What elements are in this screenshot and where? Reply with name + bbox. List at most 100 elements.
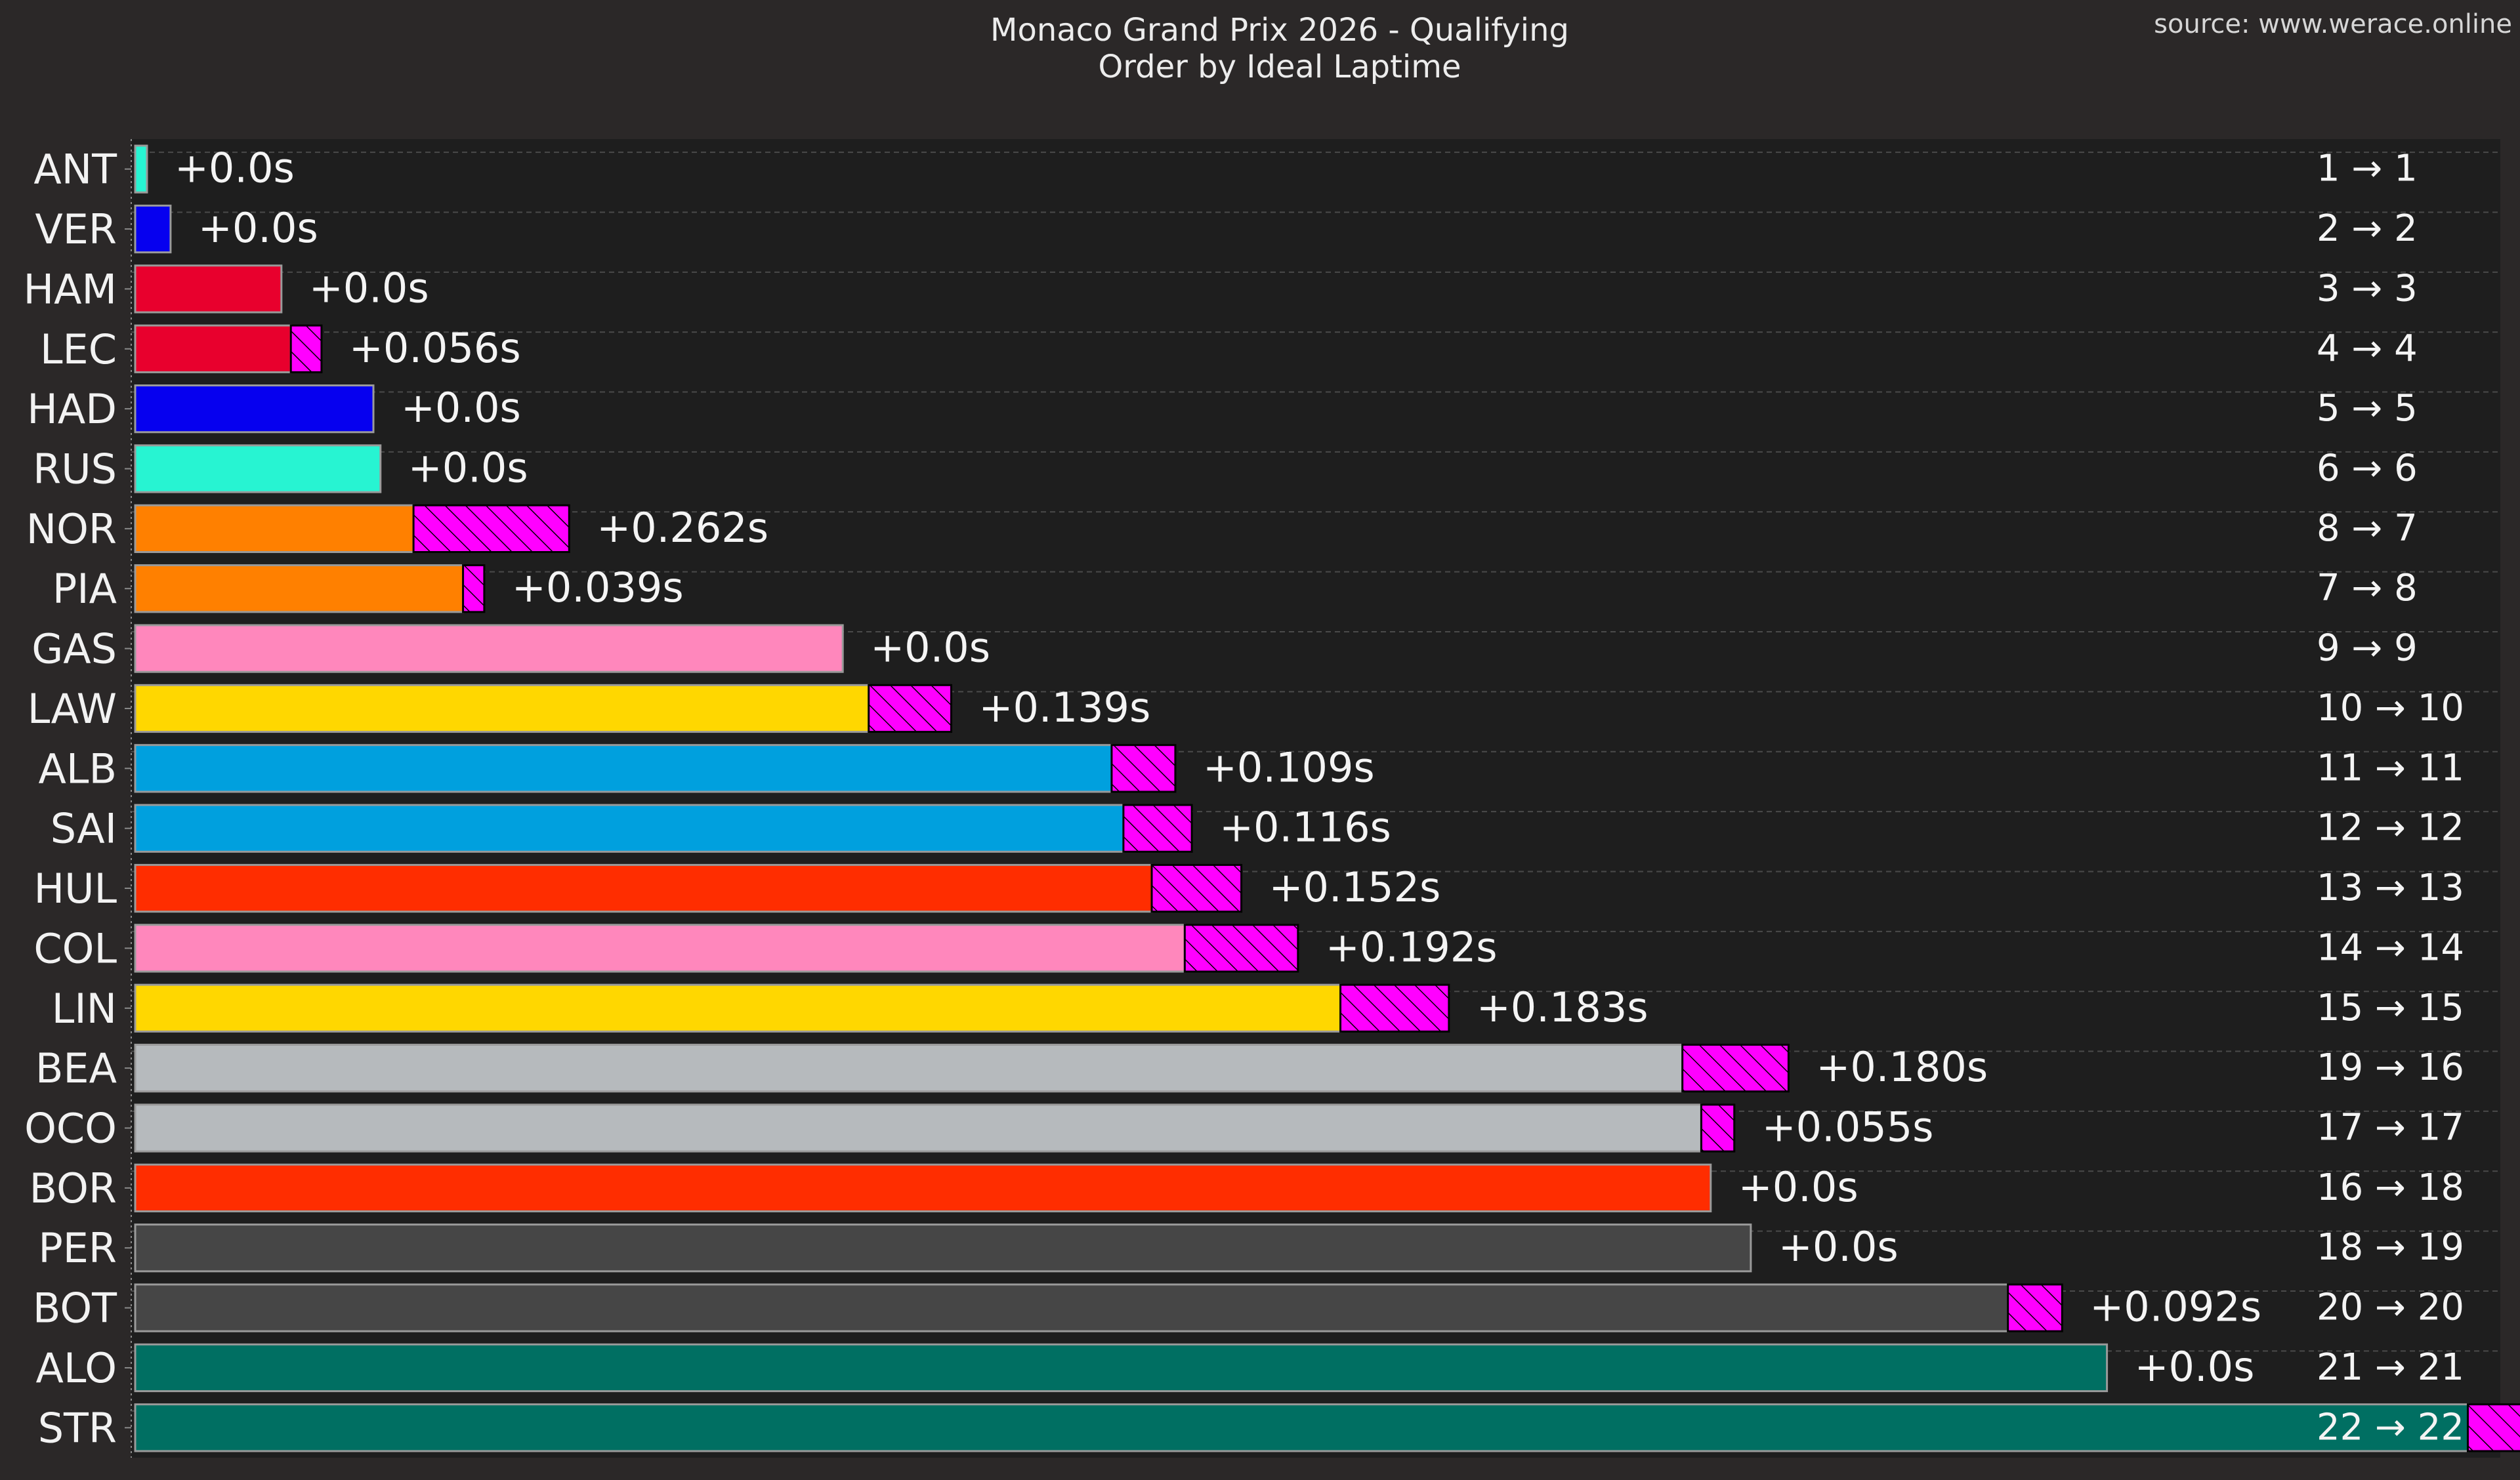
y-tick-label: HUL (33, 865, 117, 913)
bar-gap-segment (1681, 1044, 1790, 1093)
bar-gap-segment (1150, 863, 1243, 913)
delta-label: +0.180s (1816, 1043, 1988, 1091)
bar-ideal-time (134, 384, 375, 434)
bar-ideal-time (134, 264, 283, 314)
position-change-label: 2 → 2 (2317, 207, 2418, 250)
position-change-label: 9 → 9 (2317, 627, 2418, 670)
bar-ideal-time (134, 1223, 1752, 1273)
y-tick-label: PER (38, 1224, 117, 1272)
y-tick-label: GAS (32, 625, 117, 673)
position-change-label: 10 → 10 (2317, 687, 2464, 730)
y-tick-label: BOR (30, 1164, 117, 1212)
bar-ideal-time (134, 1163, 1712, 1212)
position-change-label: 11 → 11 (2317, 747, 2464, 789)
delta-label: +0.039s (512, 564, 684, 611)
bar-ideal-time (134, 924, 1186, 973)
delta-label: +0.109s (1203, 743, 1375, 791)
y-tick-label: COL (33, 924, 117, 972)
delta-label: +0.152s (1269, 863, 1441, 911)
y-tick-label: VER (35, 205, 117, 253)
bar-labels: ANT +0.0s 1 → 1 VER +0.0s 2 → 2 HAM +0.0s 3 → 3 L… (23, 144, 2464, 1452)
bar-ideal-time (134, 624, 844, 673)
y-tick-label: LIN (52, 985, 117, 1033)
position-change-label: 22 → 22 (2317, 1406, 2464, 1449)
bar-ideal-time (134, 144, 148, 194)
position-change-label: 1 → 1 (2317, 148, 2418, 190)
delta-label: +0.092s (2090, 1283, 2261, 1331)
position-change-label: 20 → 20 (2317, 1286, 2464, 1329)
delta-label: +0.262s (597, 504, 768, 552)
source-credit: source: www.werace.online (2154, 9, 2512, 39)
y-tick-label: ALB (39, 745, 117, 792)
y-tick-label: BEA (35, 1044, 117, 1092)
grid-lines (125, 152, 2500, 1429)
y-tick-label: HAM (23, 265, 117, 313)
delta-label: +0.139s (979, 684, 1151, 731)
delta-label: +0.0s (198, 204, 318, 252)
bar-ideal-time (134, 983, 1342, 1033)
bar-ideal-time (134, 1403, 2469, 1452)
y-tick-label: SAI (51, 805, 117, 853)
position-change-label: 15 → 15 (2317, 987, 2464, 1029)
bar-gap-segment (2466, 1403, 2520, 1452)
bar-ideal-time (134, 744, 1113, 793)
bar-ideal-time (134, 1343, 2109, 1393)
bar-ideal-time (134, 564, 465, 613)
position-change-label: 6 → 6 (2317, 447, 2418, 490)
bar-gap-segment (1110, 744, 1177, 793)
bar-gap-segment (1339, 983, 1450, 1033)
position-change-label: 14 → 14 (2317, 926, 2464, 969)
y-tick-label: RUS (33, 445, 117, 493)
delta-label: +0.116s (1219, 804, 1391, 852)
y-tick-label: NOR (26, 505, 117, 553)
bar-ideal-time (134, 444, 382, 493)
bar-ideal-time (134, 1044, 1684, 1093)
position-change-label: 4 → 4 (2317, 327, 2418, 370)
delta-label: +0.0s (175, 144, 295, 192)
position-change-label: 8 → 7 (2317, 507, 2418, 550)
chart-subtitle: Order by Ideal Laptime (1098, 49, 1461, 85)
y-tick-label: STR (38, 1404, 117, 1452)
position-change-label: 21 → 21 (2317, 1346, 2464, 1389)
position-change-label: 13 → 13 (2317, 867, 2464, 909)
bar-ideal-time (134, 804, 1125, 853)
delta-label: +0.0s (870, 624, 990, 672)
bar-gap-segment (462, 564, 486, 613)
delta-label: +0.0s (401, 384, 521, 432)
delta-label: +0.0s (1738, 1163, 1858, 1211)
bar-ideal-time (134, 1283, 2009, 1332)
delta-label: +0.0s (2135, 1343, 2255, 1391)
position-change-label: 7 → 8 (2317, 567, 2418, 609)
bars (134, 144, 2520, 1452)
y-tick-label: LAW (28, 685, 117, 733)
position-change-label: 16 → 18 (2317, 1166, 2464, 1209)
delta-label: +0.056s (349, 324, 521, 372)
y-tick-label: PIA (52, 565, 117, 613)
position-change-label: 18 → 19 (2317, 1226, 2464, 1269)
bar-gap-segment (1122, 804, 1193, 853)
bar-ideal-time (134, 504, 415, 553)
position-change-label: 17 → 17 (2317, 1107, 2464, 1149)
delta-label: +0.055s (1762, 1103, 1934, 1151)
delta-label: +0.183s (1477, 983, 1648, 1031)
delta-label: +0.0s (408, 444, 528, 492)
chart-title: Monaco Grand Prix 2026 - Qualifying (990, 12, 1569, 49)
y-tick-label: LEC (40, 325, 117, 373)
bar-ideal-time (134, 204, 172, 254)
bar-gap-segment (289, 324, 323, 373)
bar-ideal-time (134, 684, 870, 733)
position-change-label: 12 → 12 (2317, 807, 2464, 850)
bar-gap-segment (868, 684, 953, 733)
bar-ideal-time (134, 324, 292, 373)
bar-gap-segment (1700, 1103, 1736, 1153)
position-change-label: 19 → 16 (2317, 1046, 2464, 1089)
delta-label: +0.0s (1778, 1223, 1899, 1271)
y-tick-label: HAD (27, 385, 117, 433)
y-tick-label: OCO (24, 1105, 117, 1153)
position-change-label: 5 → 5 (2317, 387, 2418, 430)
delta-label: +0.0s (309, 264, 429, 312)
delta-label: +0.192s (1326, 923, 1498, 971)
y-tick-label: ANT (33, 146, 117, 194)
bar-gap-segment (412, 504, 570, 553)
